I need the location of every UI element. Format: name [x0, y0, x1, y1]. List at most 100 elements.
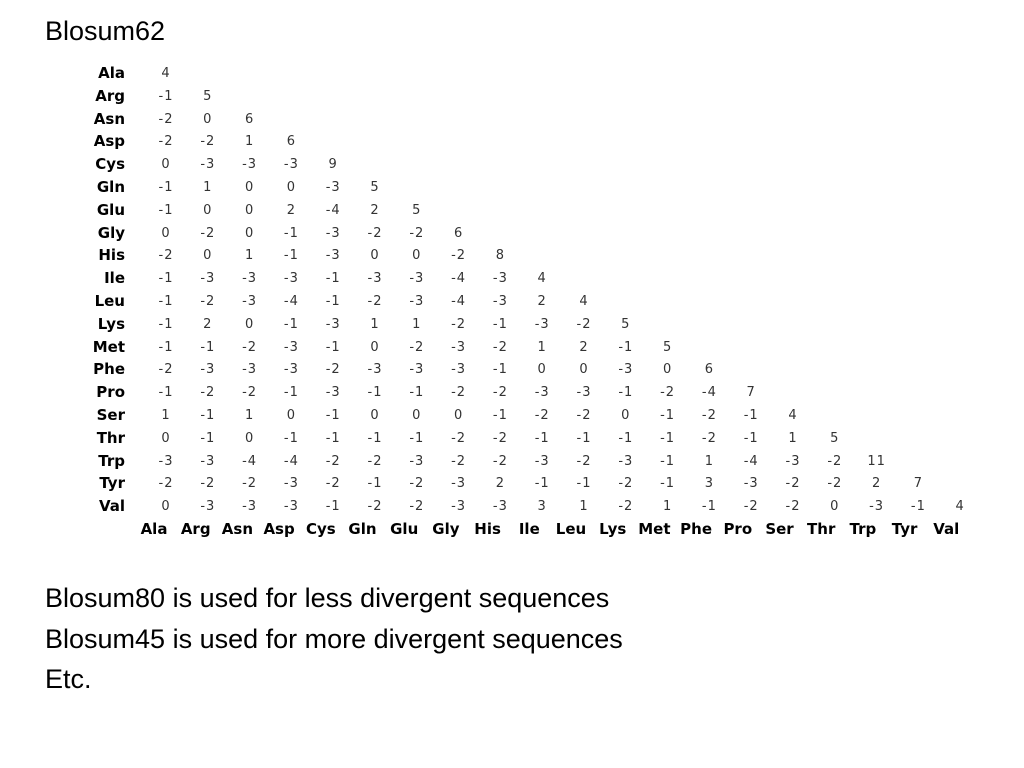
matrix-cell: 3 [704, 476, 715, 492]
row-label: Ser [96, 406, 125, 424]
matrix-cell: -1 [701, 499, 717, 515]
matrix-cell: 5 [662, 339, 673, 355]
matrix-cell: -2 [785, 476, 801, 492]
note-line: Blosum45 is used for more divergent sequ… [45, 623, 623, 654]
matrix-cell: -2 [492, 453, 508, 469]
matrix-cell: -4 [743, 453, 759, 469]
matrix-cell: -3 [492, 499, 508, 515]
matrix-cell: -2 [158, 476, 174, 492]
column-label: Tyr [891, 520, 918, 538]
matrix-cell: -2 [827, 453, 843, 469]
matrix-cell: -2 [367, 225, 383, 241]
matrix-cell: -2 [409, 339, 425, 355]
matrix-cell: -2 [660, 385, 676, 401]
matrix-cell: -2 [367, 499, 383, 515]
row-label: Val [98, 497, 125, 516]
matrix-cell: -3 [451, 362, 467, 378]
column-label: Thr [807, 520, 836, 538]
matrix-cell: -3 [618, 362, 634, 378]
matrix-cell: 5 [621, 316, 631, 332]
matrix-cell: -1 [325, 339, 341, 355]
column-label: Asn [221, 520, 253, 538]
matrix-cell: -1 [200, 339, 216, 355]
matrix-cell: -2 [367, 294, 383, 309]
matrix-cell: 5 [203, 88, 213, 104]
matrix-cell: -2 [785, 499, 801, 515]
matrix-cell: 0 [412, 248, 422, 264]
row-label: Leu [94, 292, 125, 310]
matrix-cell: -3 [242, 362, 258, 378]
matrix-cell: -1 [158, 88, 174, 104]
matrix-cell: 0 [412, 408, 422, 423]
matrix-cell: -4 [451, 294, 467, 309]
matrix-cell: 0 [203, 111, 213, 127]
matrix-cell: 0 [579, 362, 589, 378]
matrix-cell: 9 [328, 157, 338, 173]
matrix-cell: -3 [242, 294, 258, 309]
matrix-cell: -1 [200, 430, 216, 446]
matrix-cell: -3 [325, 316, 341, 332]
column-label: Leu [555, 520, 587, 538]
matrix-cell: -1 [492, 408, 508, 423]
matrix-cell: -3 [534, 316, 550, 332]
matrix-cell: 4 [579, 294, 589, 309]
matrix-cell: -2 [325, 476, 341, 492]
matrix-cell: 0 [370, 248, 380, 264]
matrix-cell: 0 [244, 202, 255, 218]
matrix-cell: -1 [325, 294, 341, 309]
matrix-cell: -1 [283, 248, 299, 264]
matrix-cell: 5 [370, 180, 380, 195]
matrix-cell: 2 [537, 294, 547, 309]
matrix-cell: 6 [286, 134, 297, 150]
matrix-cell: -3 [492, 271, 508, 287]
matrix-cell: -2 [200, 476, 216, 492]
matrix-cell: 0 [161, 430, 171, 446]
matrix-cell: 1 [662, 499, 673, 515]
matrix-cell: -2 [492, 339, 508, 355]
row-label: Ala [98, 64, 125, 82]
matrix-cell: -2 [451, 248, 467, 264]
row-label: Ile [104, 269, 125, 288]
matrix-cell: 1 [244, 408, 255, 423]
matrix-cell: 6 [453, 225, 464, 241]
matrix-cell: 1 [244, 134, 255, 150]
matrix-cell: -2 [827, 476, 843, 492]
matrix-cell: -3 [242, 157, 258, 173]
matrix-cell: 1 [704, 453, 715, 469]
matrix-cell: -1 [534, 476, 550, 492]
row-label: Phe [93, 360, 125, 379]
matrix-cell: -3 [785, 453, 801, 469]
matrix-cell: 0 [161, 499, 171, 515]
matrix-cell: -3 [200, 453, 216, 469]
matrix-cell: -1 [660, 453, 676, 469]
matrix-cell: -3 [200, 271, 216, 287]
matrix-cell: -1 [743, 408, 759, 423]
matrix-cell: -1 [660, 430, 676, 446]
matrix-cell: 0 [203, 202, 213, 218]
note-line: Blosum80 is used for less divergent sequ… [45, 583, 610, 613]
matrix-cell: -3 [283, 157, 299, 173]
matrix-cell: -1 [283, 385, 299, 401]
matrix-cell: 2 [370, 202, 380, 218]
matrix-cell: 0 [370, 339, 380, 355]
column-label: His [474, 520, 501, 538]
column-label: Cys [305, 520, 336, 538]
column-label: Trp [849, 520, 877, 538]
matrix-cell: -2 [367, 453, 383, 469]
matrix-cell: -2 [451, 385, 467, 401]
matrix-cell: -2 [409, 225, 425, 241]
matrix-cell: 2 [286, 202, 297, 218]
matrix-cell: -3 [283, 271, 299, 287]
column-label: Phe [680, 520, 713, 538]
row-label: Thr [96, 428, 125, 447]
matrix-cell: -2 [200, 385, 216, 401]
matrix-cell: -2 [242, 339, 258, 355]
matrix-cell: 8 [495, 248, 506, 264]
matrix-cell: 1 [788, 430, 798, 446]
row-label: Arg [95, 86, 125, 105]
matrix-cell: -3 [200, 157, 216, 173]
matrix-cell: 4 [788, 408, 798, 423]
matrix-cell: -1 [158, 385, 174, 401]
row-label: Asp [93, 132, 125, 151]
